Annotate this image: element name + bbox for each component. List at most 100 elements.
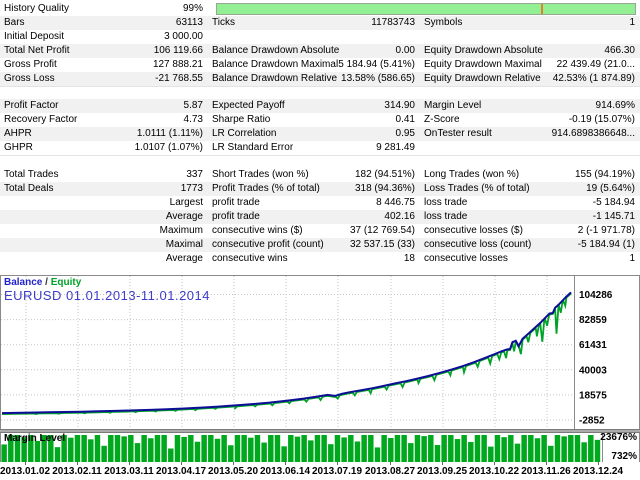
margin-level-bar [568,435,574,462]
x-axis-tick [129,462,130,465]
x-axis-label: 2013.12.24 [572,466,624,477]
x-axis-strip: 2013.01.02 2013.02.11 2013.03.11 2013.04.17… [0,462,640,480]
y-axis-label: 40003 [579,365,607,376]
x-axis-tick [233,462,234,465]
metric-label: GHPR [4,142,33,153]
margin-level-bar [21,437,27,462]
margin-level-bar [201,435,207,462]
y-axis-label: 18575 [579,390,607,401]
metric-label [0,196,104,210]
metric-value: -21 768.55 [155,73,203,84]
metric-label: Equity Drawdown Absolute [424,45,543,56]
metric-label [420,141,532,155]
margin-level-bar [188,435,194,462]
margin-level-bar [494,435,501,462]
metric-label: Total Net Profit [4,45,70,56]
margin-level-bar [408,443,414,462]
metric-label: profit trade [212,197,260,208]
margin-level-bar [428,435,434,462]
margin-level-bar [594,439,601,462]
metric-label [0,252,104,266]
metric-value: Largest [169,197,203,208]
pane-separator [0,429,640,433]
metric-value: 0.41 [395,114,415,125]
metric-value: 4.73 [183,114,203,125]
metric-value: 42.53% (1 874.89) [552,73,635,84]
margin-level-bar [154,435,161,462]
margin-level-bar [341,437,347,462]
y-axis-label: 61431 [579,340,607,351]
x-axis-tick [390,462,391,465]
metric-label [420,30,532,44]
margin-level-bar [421,436,427,462]
margin-level-bar [94,435,101,462]
margin-level-bar [354,441,361,462]
table-row: GHPR 1.0107 (1.07%) LR Standard Error 9 281… [0,141,640,155]
metric-value: 63113 [175,17,203,28]
margin-level-bar [528,435,534,462]
legend-equity-label: Equity [50,277,82,288]
metric-value: 337 [186,169,203,180]
margin-level-bar [541,435,547,462]
margin-level-bar [248,437,254,462]
metric-label: consecutive losses [424,253,508,264]
progressbar-fill [217,4,635,14]
x-axis-label: 2013.05.20 [207,466,259,477]
margin-level-bar [514,443,521,462]
x-axis-tick [494,462,495,465]
x-axis-label: 2013.07.19 [311,466,363,477]
metric-value [532,141,640,155]
metric-value: 3 000.00 [164,31,203,42]
metric-value: 19 (5.64%) [586,183,635,194]
margin-level-bar [274,435,281,462]
metric-value: 318 (94.36%) [354,183,415,194]
metric-value: 5 184.94 (5.41%) [338,59,415,70]
x-axis-tick [285,462,286,465]
metric-label: Symbols [424,17,463,28]
metric-label: Gross Profit [4,59,57,70]
metric-value: 1.0107 (1.07%) [134,142,203,153]
balance-line [1,291,572,415]
margin-level-bar [581,442,587,462]
metric-value: 9 281.49 [376,142,415,153]
metric-label [208,30,324,44]
margin-level-bar [388,437,394,462]
margin-level-bar [8,435,14,462]
margin-level-bar [468,442,474,462]
margin-level-bar [474,435,481,462]
metric-value: 32 537.15 (33) [349,239,415,250]
metric-value: 99% [182,3,203,14]
margin-level-bar [361,435,367,462]
progressbar-marker [541,4,544,14]
margin-level-bar [521,435,527,462]
margin-level-bar [1,444,7,462]
margin-level-max-label: 23676% [600,432,637,443]
metric-value: 1 [629,253,635,264]
margin-level-bar [161,435,167,462]
metric-value: 1 [629,17,635,28]
margin-level-bar [268,435,274,462]
table-row: Total Deals 1773 Profit Trades (% of total… [0,182,640,196]
chart-title: EURUSD 01.01.2013-11.01.2014 [4,288,210,303]
metric-label: consecutive wins [212,253,288,264]
margin-level-bar [34,440,41,462]
metric-value: 1.0111 (1.11%) [136,128,203,139]
metric-label: Total Trades [4,169,59,180]
balance-equity-chart-pane: Balance / Equity EURUSD 01.01.2013-11.01… [0,275,640,431]
margin-level-bar [254,435,261,462]
margin-level-bar [41,435,47,462]
margin-level-bar [448,435,454,462]
margin-level-bar [434,444,441,462]
metric-value [324,30,420,44]
metric-label: LR Standard Error [212,142,294,153]
metric-value: -1 145.71 [592,211,635,222]
metric-label: Profit Trades (% of total) [212,183,320,194]
metric-label: Equity Drawdown Maximal [424,59,542,70]
margin-level-bar [368,435,374,462]
metric-value: 914.6898386648... [551,128,635,139]
metric-value: 11783743 [371,17,415,28]
margin-level-bar [101,445,107,462]
y-axis-label: 82859 [579,315,607,326]
metric-value [532,30,640,44]
metric-value: 127 888.21 [152,59,203,70]
